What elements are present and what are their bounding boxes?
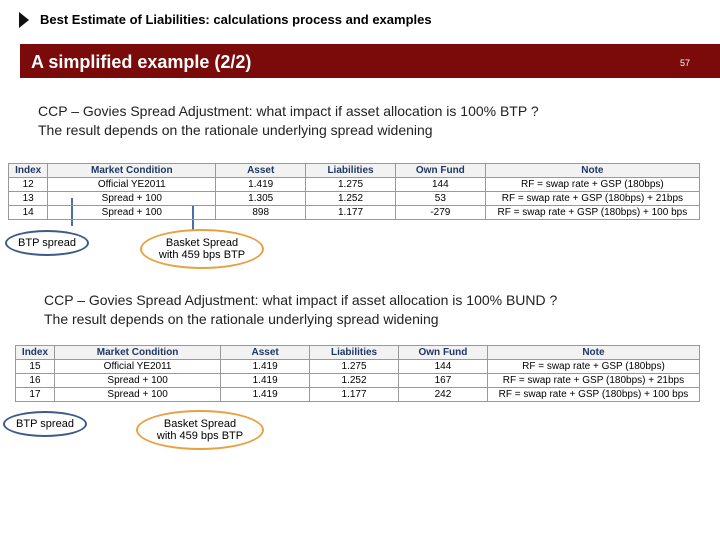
callout-line: with 459 bps BTP (158, 249, 246, 261)
callout-line: with 459 bps BTP (156, 430, 244, 442)
table-row: 13 Spread + 100 1.305 1.252 53 RF = swap rate… (7, 191, 701, 206)
intro-text: CCP – Govies Spread Adjustment: what imp… (44, 291, 557, 329)
cell: 1.177 (305, 205, 396, 220)
cell: 242 (398, 387, 488, 402)
table-row: 12 Official YE2011 1.419 1.275 144 RF = swap … (7, 177, 701, 192)
column-header: Asset (215, 163, 307, 178)
column-header: Index (15, 345, 55, 360)
cell: 1.252 (305, 191, 396, 206)
callout-line: BTP spread (18, 237, 76, 249)
cell: 14 (7, 205, 49, 220)
bullet-arrow (19, 12, 29, 28)
intro-text: CCP – Govies Spread Adjustment: what imp… (38, 102, 539, 140)
column-header: Liabilities (305, 163, 396, 178)
cell: 1.305 (215, 191, 307, 206)
cell: 12 (7, 177, 49, 192)
cell: 1.275 (309, 359, 399, 374)
cell: Spread + 100 (53, 373, 222, 388)
callout: Basket Spread with 459 bps BTP (136, 410, 264, 450)
intro-line: The result depends on the rationale unde… (44, 311, 439, 327)
header-row: Index Market Condition Asset Liabilities Own… (15, 345, 701, 360)
cell: 53 (394, 191, 486, 206)
cell: Official YE2011 (47, 177, 217, 192)
cell: 898 (215, 205, 307, 220)
cell: RF = swap rate + GSP (180bps) + 21bps (484, 191, 701, 206)
cell: Spread + 100 (47, 205, 217, 220)
cell: 16 (15, 373, 55, 388)
cell: Official YE2011 (53, 359, 222, 374)
cell: RF = swap rate + GSP (180bps) + 100 bps (486, 387, 701, 402)
page-number: 57 (680, 58, 691, 68)
intro-line: CCP – Govies Spread Adjustment: what imp… (38, 103, 539, 119)
cell: 144 (398, 359, 488, 374)
table-row: 15 Official YE2011 1.419 1.275 144 RF = swap … (15, 359, 701, 374)
cell: RF = swap rate + GSP (180bps) (484, 177, 701, 192)
column-header: Asset (220, 345, 311, 360)
cell: RF = swap rate + GSP (180bps) (486, 359, 701, 374)
column-header: Market Condition (47, 163, 217, 178)
cell: 15 (15, 359, 55, 374)
cell: Spread + 100 (53, 387, 222, 402)
cell: 1.419 (215, 177, 307, 192)
column-header: Market Condition (53, 345, 222, 360)
cell: 1.252 (309, 373, 399, 388)
cell: 1.419 (220, 387, 311, 402)
cell: 144 (394, 177, 486, 192)
cell: 13 (7, 191, 49, 206)
header-title: Best Estimate of Liabilities: calculatio… (40, 12, 432, 27)
cell: 1.275 (305, 177, 396, 192)
data-table: Index Market Condition Asset Liabilities Own… (7, 163, 701, 220)
cell: 1.419 (220, 373, 311, 388)
column-header: Note (484, 163, 701, 178)
header-row: Index Market Condition Asset Liabilities Own… (7, 163, 701, 178)
cell: RF = swap rate + GSP (180bps) + 21bps (486, 373, 701, 388)
intro-line: The result depends on the rationale unde… (38, 122, 433, 138)
cell: Spread + 100 (47, 191, 217, 206)
table-row: 17 Spread + 100 1.419 1.177 242 RF = swap rat… (15, 387, 701, 402)
cell: 17 (15, 387, 55, 402)
data-table: Index Market Condition Asset Liabilities Own… (15, 345, 701, 402)
callout: BTP spread (5, 230, 89, 256)
banner-title: A simplified example (2/2) (31, 52, 252, 72)
column-header: Own Fund (398, 345, 488, 360)
cell: 167 (398, 373, 488, 388)
cell: 1.177 (309, 387, 399, 402)
callout-line: Basket Spread (165, 237, 239, 249)
cell: RF = swap rate + GSP (180bps) + 100 bps (484, 205, 701, 220)
table-row: 16 Spread + 100 1.419 1.252 167 RF = swap rat… (15, 373, 701, 388)
cell: -279 (394, 205, 486, 220)
callout-line: BTP spread (16, 418, 74, 430)
intro-line: CCP – Govies Spread Adjustment: what imp… (44, 292, 558, 308)
column-header: Liabilities (309, 345, 399, 360)
callout: Basket Spread with 459 bps BTP (140, 229, 264, 269)
column-header: Note (486, 345, 701, 360)
callout-line: Basket Spread (163, 418, 237, 430)
column-header: Own Fund (394, 163, 486, 178)
banner (20, 44, 720, 78)
cell: 1.419 (220, 359, 311, 374)
column-header: Index (7, 163, 49, 178)
callout: BTP spread (3, 411, 87, 437)
table-row: 14 Spread + 100 898 1.177 -279 RF = swap rate… (7, 205, 701, 220)
